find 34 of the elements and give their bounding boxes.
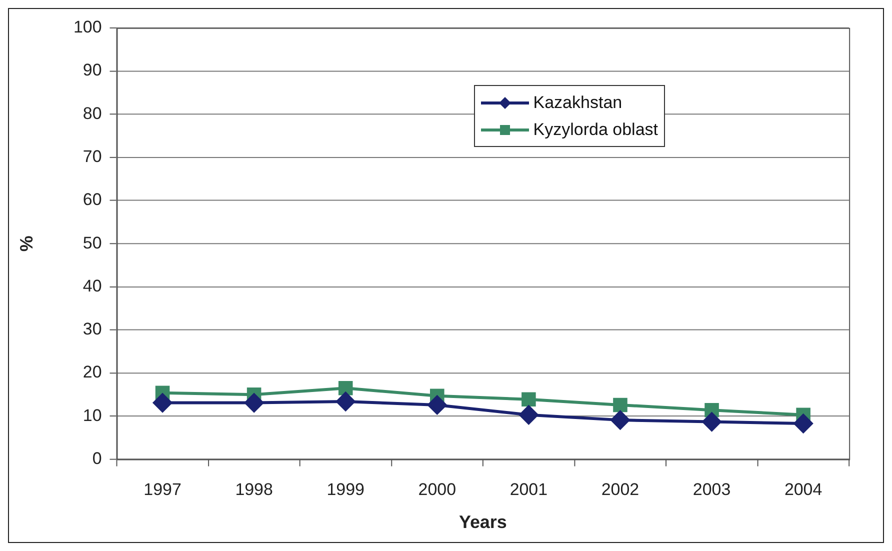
point xyxy=(336,392,356,411)
x-tick-label: 1998 xyxy=(235,480,273,500)
y-axis-title: % xyxy=(16,236,37,252)
point xyxy=(519,405,538,424)
x-tick-label: 1999 xyxy=(326,480,364,500)
y-tick-label: 30 xyxy=(82,320,102,339)
x-tick-label: 2002 xyxy=(601,480,640,500)
x-tick-label: 2004 xyxy=(784,480,822,500)
legend-label: Kazakhstan xyxy=(533,92,622,112)
point xyxy=(338,381,353,396)
y-tick-label: 20 xyxy=(82,362,102,382)
x-tick-label: 2000 xyxy=(418,480,456,500)
x-axis-title: Years xyxy=(458,512,507,532)
point xyxy=(794,414,813,433)
point xyxy=(428,395,447,414)
y-tick-label: 10 xyxy=(82,406,102,425)
y-tick-label: 40 xyxy=(82,276,102,296)
point xyxy=(702,412,722,432)
x-tick-label: 2001 xyxy=(510,480,548,500)
y-tick-label: 90 xyxy=(82,60,102,80)
y-tick-label: 60 xyxy=(82,190,102,210)
y-tick-label: 0 xyxy=(92,448,102,468)
y-tick-label: 100 xyxy=(74,18,102,37)
point xyxy=(153,393,172,412)
point xyxy=(613,398,628,412)
legend-label: Kyzylorda oblast xyxy=(533,120,658,140)
y-tick-label: 50 xyxy=(82,233,102,252)
y-tick-label: 70 xyxy=(82,147,102,166)
point xyxy=(244,393,264,412)
x-tick-label: 2003 xyxy=(692,480,731,500)
point xyxy=(522,392,536,406)
x-tick-label: 1997 xyxy=(144,480,182,500)
point xyxy=(610,410,630,430)
y-tick-label: 80 xyxy=(82,104,102,123)
